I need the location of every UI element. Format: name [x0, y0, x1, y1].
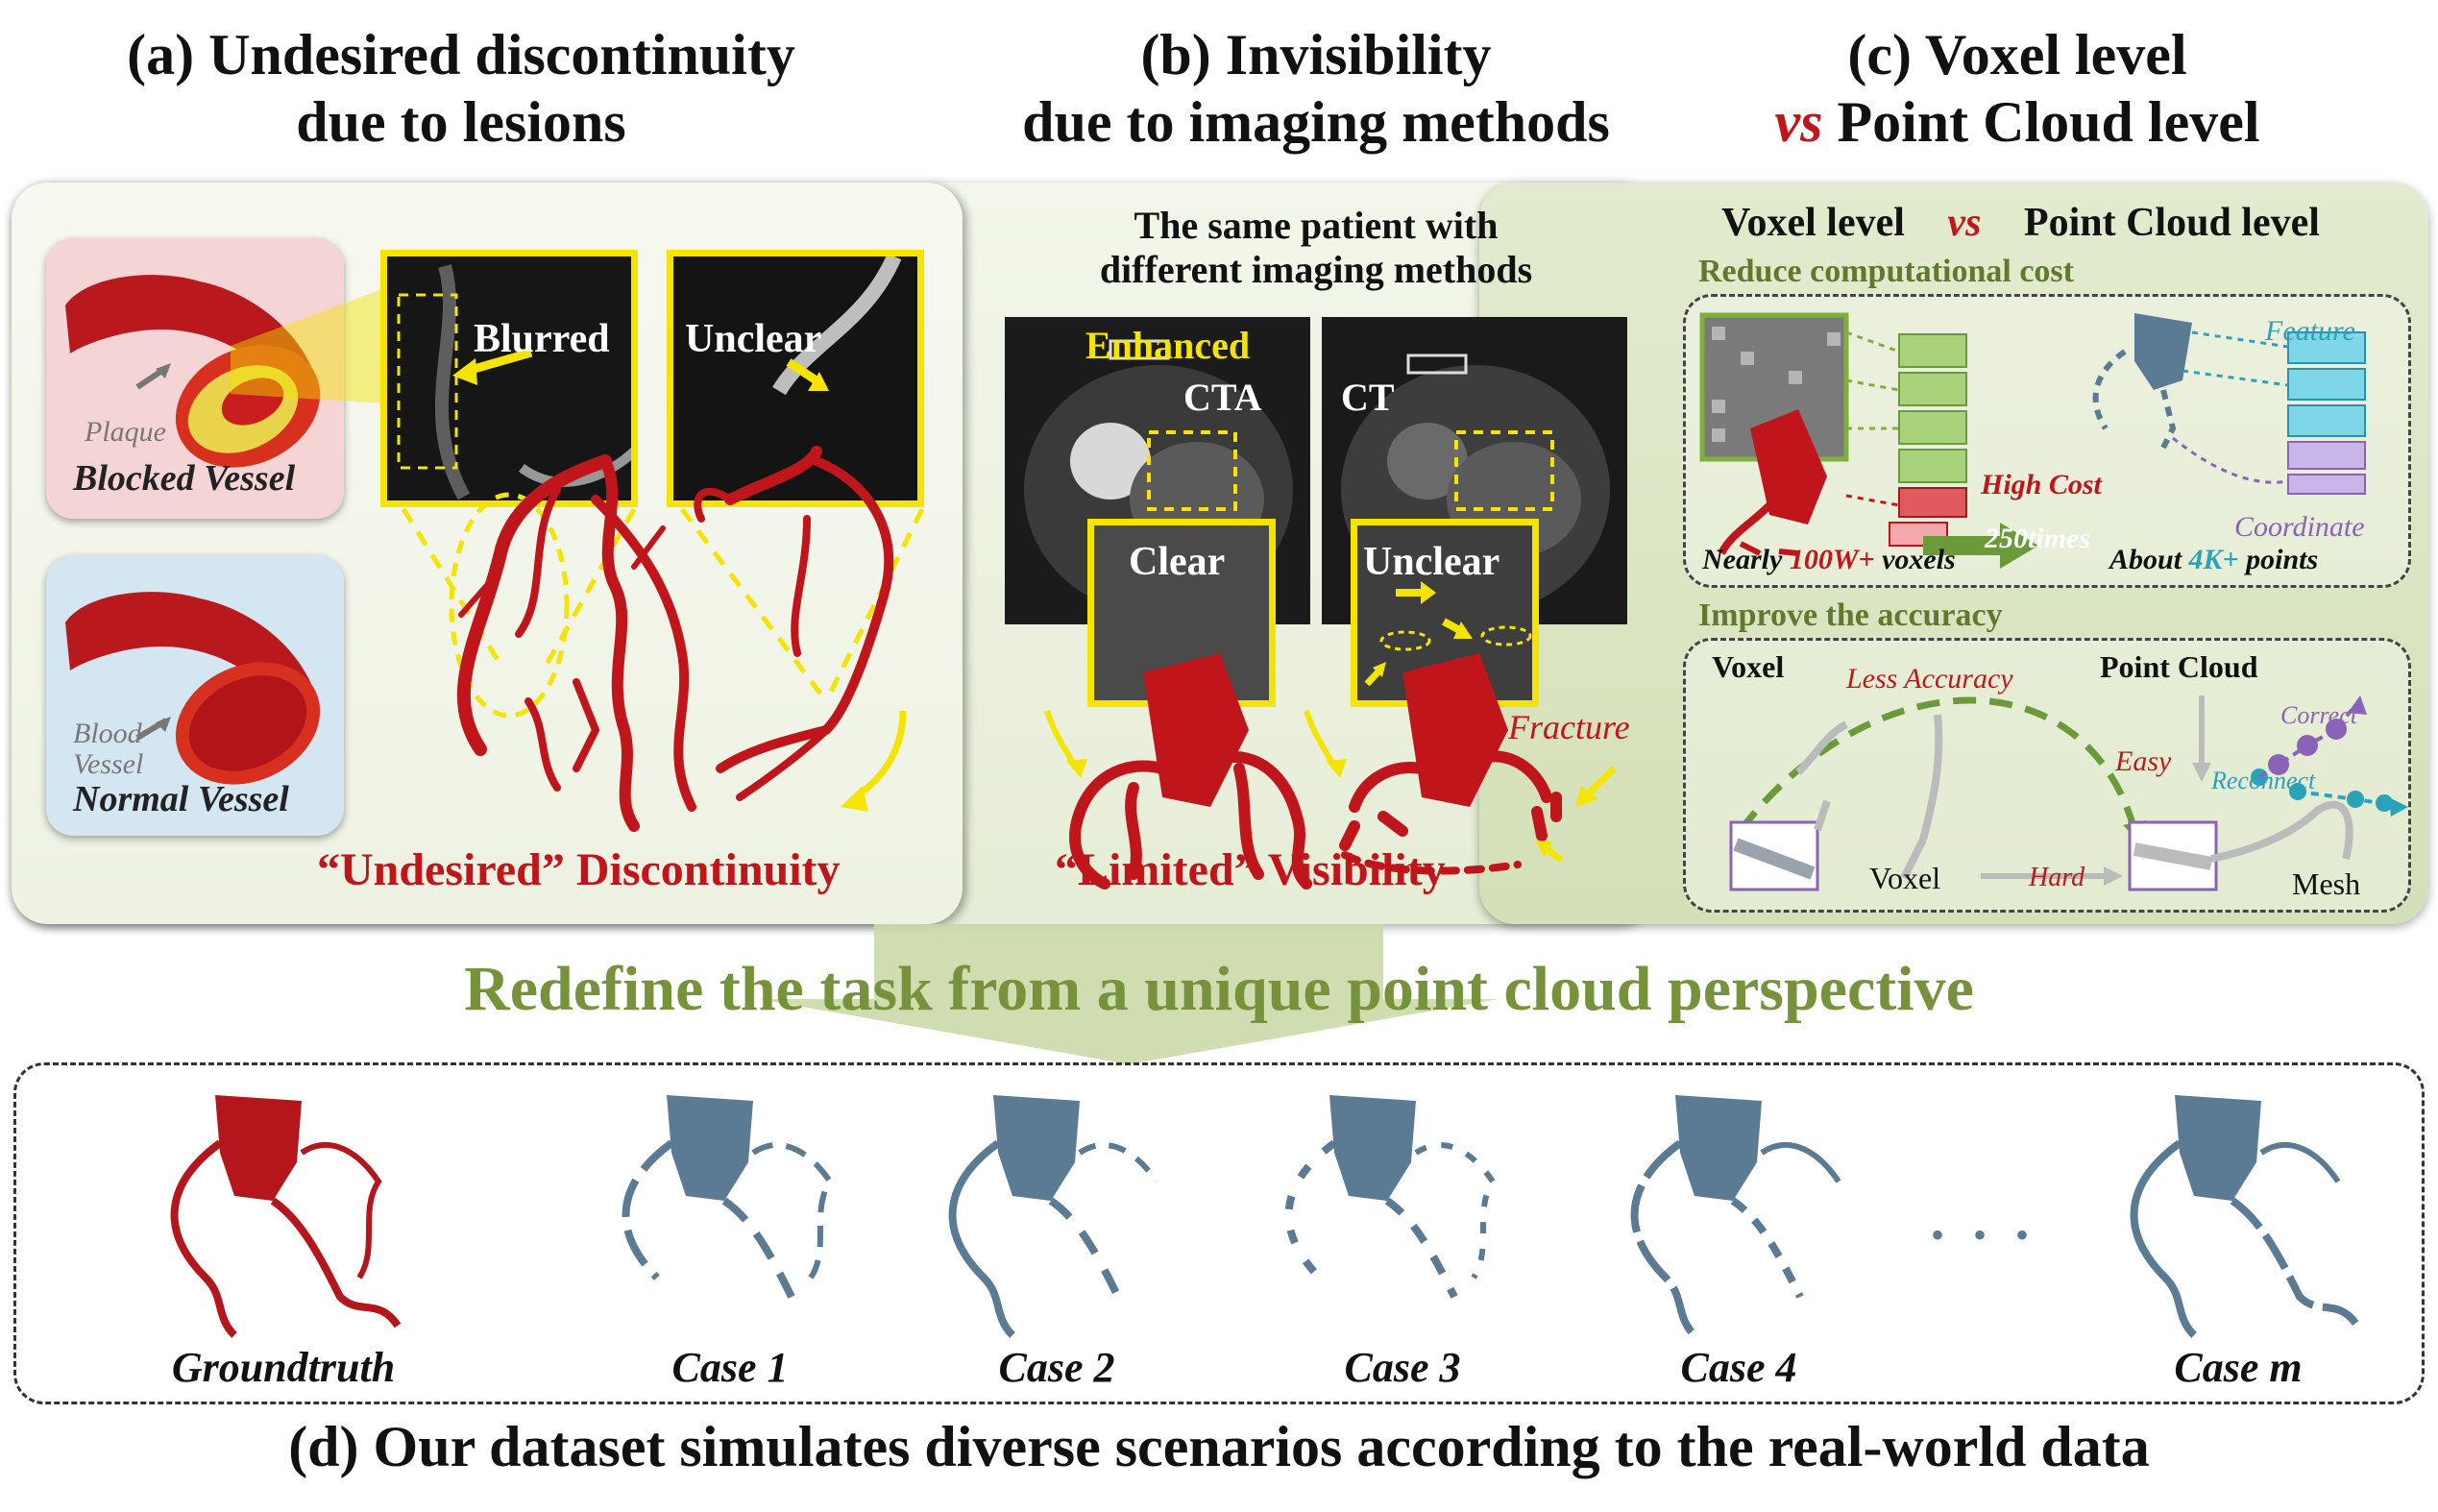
unclear-label-b: Unclear: [1363, 540, 1500, 584]
less-accuracy-label: Less Accuracy: [1846, 663, 2013, 695]
hard-label: Hard: [2029, 863, 2085, 892]
normal-vessel-card: Blood Vessel Normal Vessel: [46, 555, 344, 836]
about-text: About: [2109, 544, 2189, 575]
panel-c-title-right: Point Cloud level: [2023, 201, 2320, 245]
correct-label: Correct: [2280, 701, 2357, 729]
header-c-line1: (c) Voxel level: [1847, 23, 2187, 86]
blurred-label: Blurred: [474, 317, 610, 361]
case-label-4: Case 4: [1680, 1344, 1797, 1391]
times-label: 250times: [1985, 523, 2090, 554]
about-unit: points: [2238, 544, 2319, 575]
coordinate-label: Coordinate: [2234, 511, 2365, 543]
blocked-vessel-card: Plaque Blocked Vessel: [46, 238, 344, 519]
unclear-image-a: Unclear: [667, 250, 924, 507]
caption-b-word: Visibility: [1267, 844, 1446, 895]
header-c: (c) Voxel level vs Point Cloud level: [1691, 21, 2344, 156]
dataset-shapes: [170, 1095, 2361, 1338]
header-c-rest: Point Cloud level: [1822, 90, 2260, 154]
ct-label: CT: [1341, 376, 1395, 419]
voxel-label-2: Voxel: [1869, 861, 1941, 895]
header-b: (b) Invisibility due to imaging methods: [922, 21, 1710, 156]
panel-b-title-line1: The same patient with: [1134, 204, 1499, 247]
nearly-num: 100W+: [1789, 544, 1875, 575]
case-label-1: Case 1: [671, 1344, 789, 1391]
feature-label: Feature: [2265, 315, 2355, 347]
caption-a-word: Discontinuity: [575, 844, 841, 895]
panel-a-vessel-trees: [401, 446, 925, 832]
panel-b-title: The same patient with different imaging …: [989, 204, 1643, 292]
panel-c-title-left: Voxel level: [1721, 201, 1905, 245]
case-label-2: Case 2: [998, 1344, 1115, 1391]
normal-vessel-illustration: [65, 592, 321, 785]
caption-b: “Limited” Visibility: [1055, 843, 1446, 896]
header-a-line1: (a) Undesired discontinuity: [127, 23, 795, 86]
panel-c-title: Voxel level vs Point Cloud level: [1721, 200, 2320, 246]
header-a: (a) Undesired discontinuity due to lesio…: [58, 21, 865, 156]
header-b-line2: due to imaging methods: [1022, 90, 1610, 154]
header-c-vs: vs: [1774, 90, 1823, 154]
caption-b-quote: “Limited”: [1055, 844, 1257, 895]
reconnect-label: Reconnect: [2211, 767, 2316, 794]
section-improve-accuracy: Improve the accuracy: [1698, 597, 2003, 633]
point-cloud-label: Point Cloud: [2100, 649, 2258, 684]
about-points: About 4K+ points: [2109, 544, 2318, 576]
panel-b-title-line2: different imaging methods: [1099, 248, 1533, 291]
case-label-3: Case 3: [1344, 1344, 1461, 1391]
banner-text: Redefine the task from a unique point cl…: [464, 954, 1974, 1024]
banner-arrow: [759, 924, 1499, 1064]
dataset-caption: (d) Our dataset simulates diverse scenar…: [288, 1415, 2150, 1478]
blocked-vessel-illustration: [65, 275, 321, 468]
cta-label: CTA: [1183, 376, 1262, 419]
panel-c-title-vs: vs: [1947, 201, 1982, 245]
header-c-line2: vs Point Cloud level: [1691, 88, 2344, 156]
dataset-box: [13, 1062, 2425, 1404]
blood-vessel-line1: Blood: [73, 718, 142, 749]
blood-vessel-label: Blood Vessel: [73, 719, 143, 780]
blocked-vessel-label: Blocked Vessel: [73, 458, 296, 499]
case-label-m: Case m: [2174, 1344, 2303, 1391]
caption-a-quote: “Undesired”: [317, 844, 565, 895]
header-b-line1: (b) Invisibility: [1140, 23, 1492, 86]
fracture-label: Fracture: [1508, 708, 1630, 746]
unclear-label-a: Unclear: [685, 317, 822, 361]
caption-a: “Undesired” Discontinuity: [317, 843, 841, 896]
nearly-voxels: Nearly 100W+ voxels: [1702, 544, 1956, 576]
cost-diagram: [1699, 312, 2366, 569]
about-num: 4K+: [2188, 544, 2239, 575]
accuracy-diagram: [1729, 695, 2408, 891]
nearly-text: Nearly: [1702, 544, 1790, 575]
nearly-unit: voxels: [1874, 544, 1956, 575]
blood-vessel-line2: Vessel: [73, 748, 144, 780]
enhanced-label: Enhanced: [1085, 324, 1251, 367]
case-label-groundtruth: Groundtruth: [171, 1344, 396, 1391]
mesh-label: Mesh: [2292, 866, 2361, 901]
unclear-texture: [673, 256, 917, 500]
clear-label: Clear: [1129, 540, 1226, 584]
zoom-highlight-band: [231, 288, 384, 403]
header-a-line2: due to lesions: [296, 90, 626, 154]
plaque-label: Plaque: [85, 416, 166, 448]
panel-b-vessel-trees: [1044, 653, 1617, 890]
voxel-label: Voxel: [1712, 649, 1785, 684]
high-cost-label: High Cost: [1981, 469, 2102, 500]
section-reduce-cost: Reduce computational cost: [1698, 254, 2074, 289]
easy-label: Easy: [2115, 745, 2172, 777]
normal-vessel-label: Normal Vessel: [73, 779, 289, 819]
ellipsis: • • •: [1931, 1213, 2039, 1256]
unclear-zoom-marks: [1364, 581, 1532, 687]
